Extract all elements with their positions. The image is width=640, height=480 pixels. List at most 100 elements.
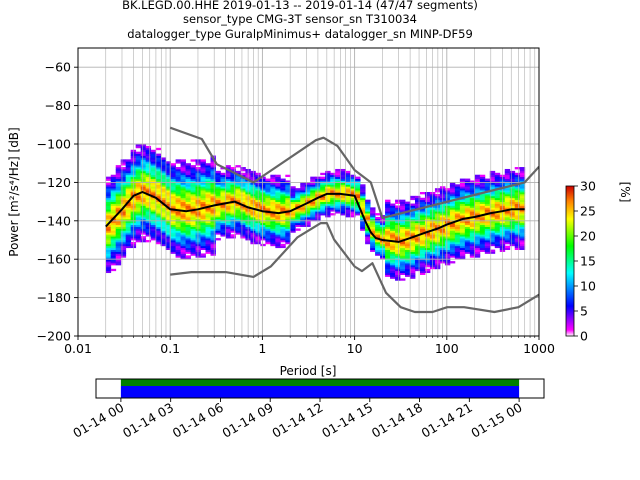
- heatmap-cell: [370, 230, 376, 233]
- heatmap-cell: [305, 182, 311, 185]
- heatmap-cell: [115, 234, 122, 237]
- heatmap-cell: [370, 247, 376, 250]
- heatmap-cell: [459, 245, 466, 249]
- heatmap-cell: [150, 203, 157, 206]
- heatmap-cell: [474, 249, 481, 252]
- heatmap-cell: [414, 230, 421, 233]
- heatmap-cell: [365, 240, 371, 243]
- heatmap-cell: [160, 165, 167, 168]
- heatmap-cell: [295, 192, 301, 195]
- heatmap-cell: [310, 193, 316, 197]
- heatmap-cell: [115, 238, 122, 241]
- heatmap-cell: [190, 247, 196, 250]
- heatmap-cell: [260, 195, 266, 199]
- heatmap-cell: [125, 213, 132, 216]
- heatmap-cell: [509, 176, 516, 179]
- heatmap-cell: [145, 218, 152, 222]
- heatmap-cell: [410, 216, 416, 220]
- heatmap-cell: [514, 188, 521, 191]
- heatmap-cell: [519, 230, 526, 233]
- heatmap-cell: [240, 172, 246, 176]
- heatmap-cell: [280, 199, 286, 202]
- heatmap-cell: [170, 203, 176, 206]
- heatmap-cell: [419, 228, 426, 231]
- heatmap-cell: [230, 178, 236, 181]
- heatmap-cell: [150, 222, 157, 226]
- heatmap-cell: [260, 243, 266, 247]
- heatmap-cell: [459, 203, 466, 206]
- heatmap-cell: [145, 213, 152, 216]
- heatmap-cell: [365, 236, 371, 239]
- heatmap-cell: [215, 213, 221, 216]
- heatmap-cell: [275, 188, 281, 191]
- heatmap-cell: [449, 195, 456, 199]
- heatmap-cell: [310, 213, 316, 216]
- heatmap-cell: [464, 232, 471, 235]
- heatmap-cell: [250, 182, 256, 185]
- heatmap-cell: [215, 205, 221, 208]
- heatmap-cell: [474, 184, 481, 187]
- heatmap-cell: [250, 184, 256, 187]
- heatmap-cell: [474, 216, 481, 220]
- heatmap-cell: [160, 197, 167, 201]
- heatmap-cell: [250, 172, 256, 176]
- heatmap-cell: [454, 213, 461, 216]
- heatmap-cell: [225, 224, 231, 227]
- heatmap-cell: [170, 163, 176, 166]
- heatmap-cell: [484, 192, 491, 195]
- heatmap-cell: [275, 186, 281, 189]
- heatmap-cell: [519, 216, 526, 220]
- heatmap-cell: [190, 240, 196, 243]
- heatmap-cell: [504, 218, 511, 222]
- heatmap-cell: [340, 213, 346, 216]
- heatmap-cell: [405, 266, 411, 270]
- heatmap-cell: [464, 224, 471, 227]
- heatmap-cell: [494, 224, 501, 227]
- heatmap-cell: [390, 224, 396, 227]
- heatmap-cell: [285, 207, 291, 210]
- heatmap-cell: [390, 270, 396, 274]
- heatmap-cell: [135, 234, 142, 237]
- heatmap-cell: [400, 199, 406, 202]
- heatmap-cell: [454, 222, 461, 226]
- heatmap-cell: [250, 203, 256, 206]
- heatmap-cell: [519, 180, 526, 183]
- heatmap-cell: [135, 211, 142, 214]
- heatmap-cell: [405, 213, 411, 216]
- heatmap-cell: [265, 195, 271, 199]
- heatmap-cell: [165, 215, 171, 218]
- heatmap-cell: [120, 241, 127, 245]
- heatmap-cell: [210, 186, 216, 189]
- heatmap-cell: [220, 209, 226, 212]
- heatmap-cell: [514, 220, 521, 224]
- heatmap-cell: [385, 199, 391, 202]
- heatmap-cell: [120, 168, 127, 172]
- heatmap-cell: [155, 155, 162, 158]
- heatmap-cell: [330, 184, 336, 187]
- heatmap-cell: [410, 195, 416, 199]
- heatmap-cell: [459, 226, 466, 229]
- heatmap-cell: [395, 268, 401, 272]
- heatmap-cell: [335, 186, 341, 189]
- heatmap-cell: [405, 259, 411, 262]
- heatmap-cell: [340, 178, 346, 181]
- heatmap-cell: [180, 195, 186, 199]
- heatmap-cell: [115, 232, 122, 235]
- heatmap-cell: [230, 234, 236, 237]
- heatmap-cell: [165, 234, 171, 237]
- heatmap-cell: [419, 249, 426, 252]
- heatmap-cell: [504, 174, 511, 178]
- heatmap-cell: [220, 178, 226, 181]
- heatmap-cell: [105, 224, 112, 227]
- heatmap-cell: [225, 172, 231, 176]
- heatmap-cell: [419, 261, 426, 264]
- heatmap-cell: [414, 247, 421, 250]
- heatmap-cell: [150, 172, 157, 176]
- heatmap-cell: [160, 205, 167, 208]
- heatmap-cell: [175, 186, 181, 189]
- heatmap-cell: [469, 186, 476, 189]
- heatmap-cell: [205, 240, 211, 243]
- heatmap-cell: [140, 176, 147, 179]
- heatmap-cell: [464, 211, 471, 214]
- heatmap-cell: [235, 188, 241, 191]
